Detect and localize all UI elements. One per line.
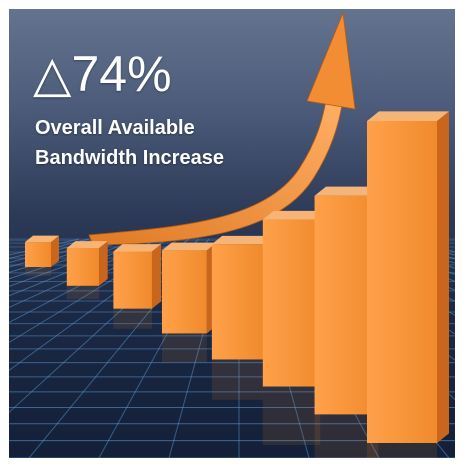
bar-top: [262, 210, 332, 220]
grid-line-vertical: [9, 238, 140, 287]
bar-front: [262, 219, 321, 387]
arrow-head: [306, 11, 356, 110]
bar-reflection: [25, 267, 51, 276]
bar-top: [211, 235, 274, 245]
growth-arrow: [88, 11, 356, 246]
bar: [66, 241, 108, 300]
bar-chart: [9, 11, 455, 458]
bar-front: [367, 121, 437, 443]
bar-reflection: [161, 333, 207, 363]
bar: [161, 242, 217, 363]
bar-reflection: [113, 308, 152, 329]
grid-line-vertical: [9, 238, 150, 297]
bar-front: [161, 250, 207, 334]
bar-front: [211, 244, 264, 360]
bar-reflection: [262, 386, 321, 445]
bar-top: [66, 241, 108, 248]
bar-side: [151, 244, 162, 309]
caption-line-1: Overall Available: [35, 117, 195, 139]
caption-line-2: Bandwidth Increase: [35, 147, 224, 169]
bar-reflection: [66, 285, 100, 300]
bar-front: [25, 242, 51, 267]
headline-percentage: △74%: [33, 46, 172, 102]
bar-top: [113, 244, 162, 252]
bar-front: [66, 247, 100, 286]
bar-reflection: [211, 359, 264, 400]
caption: Overall Available Bandwidth Increase: [35, 113, 295, 173]
bar: [262, 210, 332, 445]
bar-top: [161, 242, 217, 251]
chart-background: △74% Overall Available Bandwidth Increas…: [9, 9, 455, 458]
bar-series: [25, 111, 449, 458]
bar-side: [51, 235, 59, 267]
bar-top: [25, 235, 59, 243]
bar-reflection: [367, 443, 437, 458]
bar: [367, 111, 449, 458]
bar: [113, 244, 162, 329]
bar: [25, 235, 59, 276]
bar-side: [437, 111, 449, 444]
bar-front: [113, 251, 152, 309]
grid-line-vertical: [9, 238, 130, 280]
bar-side: [99, 241, 108, 286]
bar-top: [367, 111, 449, 121]
